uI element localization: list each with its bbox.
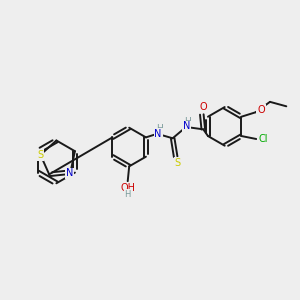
Text: H: H: [156, 124, 162, 133]
Text: S: S: [38, 150, 44, 160]
Text: N: N: [183, 122, 190, 131]
Text: H: H: [124, 190, 131, 199]
Text: O: O: [199, 102, 207, 112]
Text: OH: OH: [120, 183, 135, 193]
Text: N: N: [154, 129, 162, 139]
Text: Cl: Cl: [258, 134, 268, 144]
Text: H: H: [184, 116, 191, 125]
Text: S: S: [174, 158, 181, 168]
Text: N: N: [66, 168, 73, 178]
Text: O: O: [257, 105, 265, 115]
